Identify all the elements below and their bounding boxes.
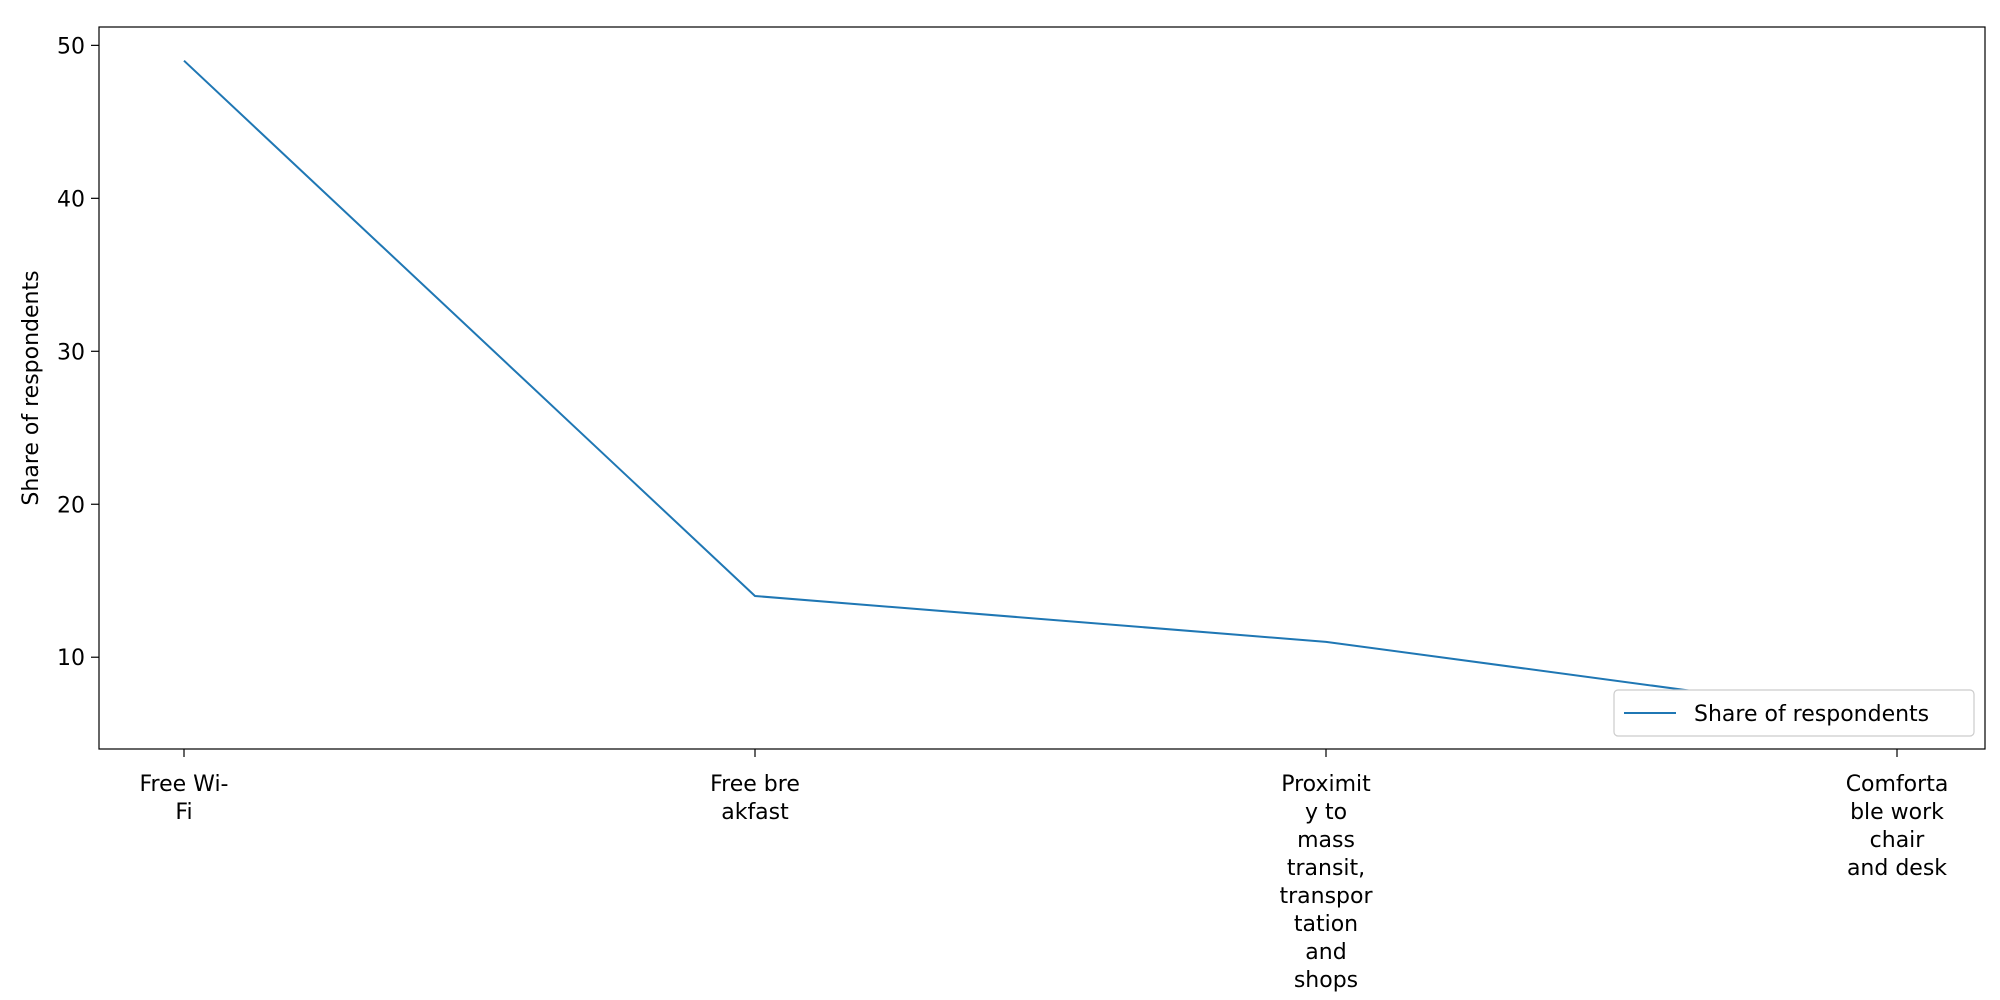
x-axis: Free Wi- Fi Free bre akfast Proximit y to mass… (140, 749, 1949, 993)
x-tick-label: Comforta ble work chair and desk (1846, 772, 1949, 881)
x-tick-label-line: Proximit (1281, 772, 1371, 797)
y-tick-label: 20 (57, 493, 85, 518)
plot-frame (98, 26, 1986, 750)
x-tick-label-line: ble work (1850, 800, 1944, 825)
x-tick-label-line: and desk (1847, 856, 1947, 881)
x-tick-label-line: Free Wi- (140, 772, 229, 797)
x-tick-label: Free bre akfast (710, 772, 800, 825)
x-tick-label-line: transit, (1287, 856, 1365, 881)
series-layer (183, 59, 1898, 720)
y-tick-label: 40 (57, 187, 85, 212)
x-tick-label-line: akfast (721, 800, 789, 825)
plot-area (98, 26, 1986, 750)
x-tick-label: Proximit y to mass transit, transpor tation an… (1279, 772, 1373, 993)
x-tick-label-line: Fi (175, 800, 192, 825)
y-axis-label: Share of respondents (19, 270, 44, 505)
x-tick-label-line: tation (1294, 912, 1358, 937)
x-tick-label-line: Free bre (710, 772, 800, 797)
x-tick-label-line: chair (1870, 828, 1926, 853)
x-tick-label-line: Comforta (1846, 772, 1949, 797)
legend-box (1613, 689, 1975, 737)
x-tick-label-line: and (1305, 940, 1346, 965)
y-tick-label: 10 (57, 646, 85, 671)
y-axis: 10 20 30 40 50 (57, 34, 99, 671)
y-tick-label: 50 (57, 34, 85, 59)
x-tick-label-line: mass (1297, 828, 1355, 853)
x-tick-label: Free Wi- Fi (140, 772, 229, 825)
legend-entry: Share of respondents (1694, 702, 1929, 727)
x-tick-label-line: shops (1294, 968, 1358, 993)
legend: Share of respondents (1613, 689, 1975, 737)
y-tick-label: 30 (57, 340, 85, 365)
series-line (183, 59, 1898, 720)
x-tick-label-line: transpor (1279, 884, 1373, 909)
x-tick-label-line: y to (1305, 800, 1347, 825)
